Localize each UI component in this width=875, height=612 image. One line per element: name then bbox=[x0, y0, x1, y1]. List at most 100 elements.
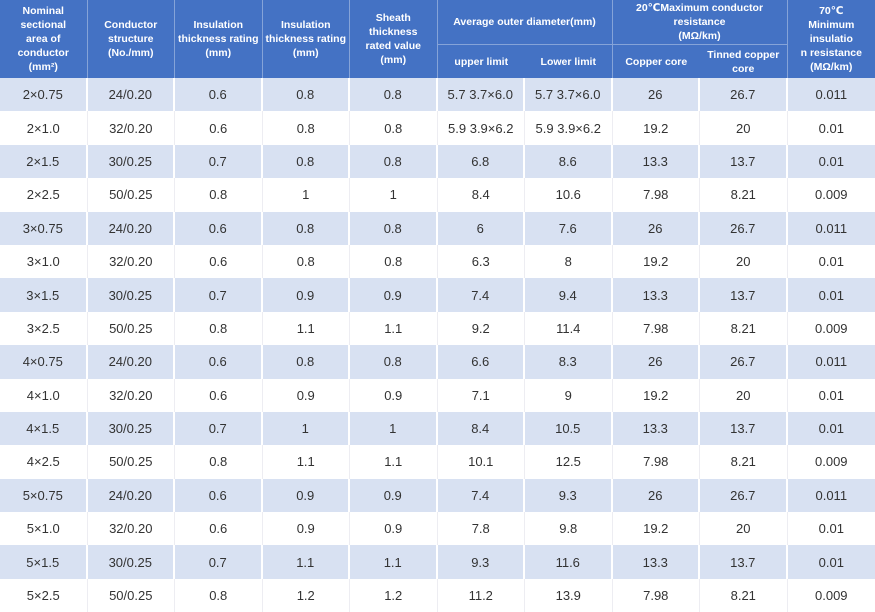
table-cell: 0.6 bbox=[175, 244, 263, 279]
table-row: 2×1.5 30/0.25 0.7 0.8 0.8 6.8 8.6 13.3 13.7 0.01 bbox=[0, 144, 875, 179]
table-cell: 10.1 bbox=[437, 445, 525, 479]
table-row: 2×1.0 32/0.20 0.6 0.8 0.8 5.9 3.9×6.2 5.9 3.9×… bbox=[0, 111, 875, 145]
table-cell: 7.8 bbox=[437, 512, 525, 546]
table-cell: 26.7 bbox=[700, 211, 788, 245]
table-cell: 19.2 bbox=[612, 378, 701, 412]
header-min-insulation-resistance: 70℃ Minimum insulatio n resistance (MΩ/k… bbox=[787, 0, 875, 78]
table-cell: 1.1 bbox=[350, 311, 438, 346]
table-cell: 50/0.25 bbox=[87, 311, 175, 346]
table-cell: 0.8 bbox=[350, 78, 438, 112]
table-cell: 0.01 bbox=[787, 144, 875, 179]
table-row: 4×1.0 32/0.20 0.6 0.9 0.9 7.1 9 19.2 20 0.01 bbox=[0, 378, 875, 412]
table-cell: 0.9 bbox=[350, 478, 438, 513]
table-cell: 1.1 bbox=[262, 311, 350, 346]
header-tinned-copper-core: Tinned copper core bbox=[700, 45, 788, 78]
table-cell: 2×1.0 bbox=[0, 111, 88, 145]
header-lower-limit: Lower limit bbox=[525, 45, 613, 78]
table-cell: 11.2 bbox=[437, 578, 525, 612]
table-cell: 8.21 bbox=[700, 578, 788, 612]
table-cell: 0.01 bbox=[787, 378, 875, 412]
table-cell: 0.011 bbox=[787, 345, 875, 379]
table-cell: 5×1.0 bbox=[0, 512, 88, 546]
table-cell: 4×1.5 bbox=[0, 411, 88, 446]
table-cell: 30/0.25 bbox=[87, 144, 175, 179]
table-cell: 0.011 bbox=[787, 478, 875, 513]
table-cell: 26.7 bbox=[700, 478, 788, 513]
table-cell: 50/0.25 bbox=[87, 578, 175, 612]
table-cell: 1.1 bbox=[350, 445, 438, 479]
table-cell: 0.6 bbox=[175, 378, 263, 412]
table-cell: 10.5 bbox=[525, 411, 613, 446]
table-cell: 1 bbox=[350, 411, 438, 446]
table-cell: 0.9 bbox=[350, 512, 438, 546]
table-cell: 6.8 bbox=[437, 144, 525, 179]
table-cell: 0.8 bbox=[350, 244, 438, 279]
table-cell: 13.7 bbox=[700, 278, 788, 312]
table-cell: 13.7 bbox=[700, 545, 788, 579]
table-cell: 1 bbox=[262, 178, 350, 212]
table-cell: 8 bbox=[525, 244, 613, 279]
table-cell: 1 bbox=[350, 178, 438, 212]
table-cell: 11.4 bbox=[525, 311, 613, 346]
table-cell: 2×0.75 bbox=[0, 78, 88, 112]
table-cell: 19.2 bbox=[612, 244, 701, 279]
table-cell: 1.2 bbox=[262, 578, 350, 612]
table-cell: 7.6 bbox=[525, 211, 613, 245]
table-cell: 12.5 bbox=[525, 445, 613, 479]
table-cell: 32/0.20 bbox=[87, 512, 175, 546]
table-cell: 26 bbox=[612, 211, 701, 245]
table-cell: 8.4 bbox=[437, 411, 525, 446]
table-cell: 8.3 bbox=[525, 345, 613, 379]
table-row: 2×0.75 24/0.20 0.6 0.8 0.8 5.7 3.7×6.0 5.7 3.7… bbox=[0, 78, 875, 112]
header-copper-core: Copper core bbox=[612, 45, 701, 78]
table-cell: 26 bbox=[612, 345, 701, 379]
table-cell: 32/0.20 bbox=[87, 244, 175, 279]
table-row: 4×0.75 24/0.20 0.6 0.8 0.8 6.6 8.3 26 26.7 0.011 bbox=[0, 345, 875, 379]
table-row: 5×2.5 50/0.25 0.8 1.2 1.2 11.2 13.9 7.98 8.21 0.0… bbox=[0, 578, 875, 612]
table-cell: 32/0.20 bbox=[87, 111, 175, 145]
table-cell: 30/0.25 bbox=[87, 411, 175, 446]
table-cell: 24/0.20 bbox=[87, 78, 175, 112]
table-row: 3×1.0 32/0.20 0.6 0.8 0.8 6.3 8 19.2 20 0.01 bbox=[0, 244, 875, 279]
table-cell: 8.21 bbox=[700, 311, 788, 346]
table-cell: 1 bbox=[262, 411, 350, 446]
table-cell: 13.7 bbox=[700, 411, 788, 446]
table-cell: 5×2.5 bbox=[0, 578, 88, 612]
table-cell: 0.7 bbox=[175, 411, 263, 446]
header-conductor-structure: Conductor structure (No./mm) bbox=[87, 0, 175, 78]
table-cell: 10.6 bbox=[525, 178, 613, 212]
table-cell: 20 bbox=[700, 111, 788, 145]
table-cell: 0.8 bbox=[350, 111, 438, 145]
table-cell: 5.9 3.9×6.2 bbox=[525, 111, 613, 145]
table-cell: 19.2 bbox=[612, 111, 701, 145]
table-cell: 50/0.25 bbox=[87, 178, 175, 212]
table-cell: 0.8 bbox=[262, 111, 350, 145]
table-cell: 0.8 bbox=[175, 578, 263, 612]
table-cell: 9 bbox=[525, 378, 613, 412]
table-cell: 3×1.5 bbox=[0, 278, 88, 312]
table-cell: 19.2 bbox=[612, 512, 701, 546]
table-cell: 5.7 3.7×6.0 bbox=[525, 78, 613, 112]
table-cell: 0.9 bbox=[350, 378, 438, 412]
header-insulation-thickness-2: Insulation thickness rating (mm) bbox=[262, 0, 350, 78]
table-cell: 0.6 bbox=[175, 512, 263, 546]
table-cell: 5.7 3.7×6.0 bbox=[437, 78, 525, 112]
table-cell: 2×1.5 bbox=[0, 144, 88, 179]
table-row: 3×0.75 24/0.20 0.6 0.8 0.8 6 7.6 26 26.7 0.011 bbox=[0, 211, 875, 245]
table-cell: 0.7 bbox=[175, 545, 263, 579]
table-cell: 0.8 bbox=[350, 144, 438, 179]
table-cell: 26.7 bbox=[700, 78, 788, 112]
table-cell: 0.6 bbox=[175, 111, 263, 145]
table-cell: 50/0.25 bbox=[87, 445, 175, 479]
table-cell: 0.009 bbox=[787, 311, 875, 346]
table-cell: 13.3 bbox=[612, 144, 701, 179]
table-cell: 0.9 bbox=[350, 278, 438, 312]
table-cell: 7.1 bbox=[437, 378, 525, 412]
table-cell: 0.6 bbox=[175, 345, 263, 379]
table-cell: 9.3 bbox=[437, 545, 525, 579]
table-cell: 9.3 bbox=[525, 478, 613, 513]
table-cell: 11.6 bbox=[525, 545, 613, 579]
table-cell: 0.8 bbox=[262, 144, 350, 179]
table-cell: 0.9 bbox=[262, 478, 350, 513]
table-cell: 7.98 bbox=[612, 178, 701, 212]
